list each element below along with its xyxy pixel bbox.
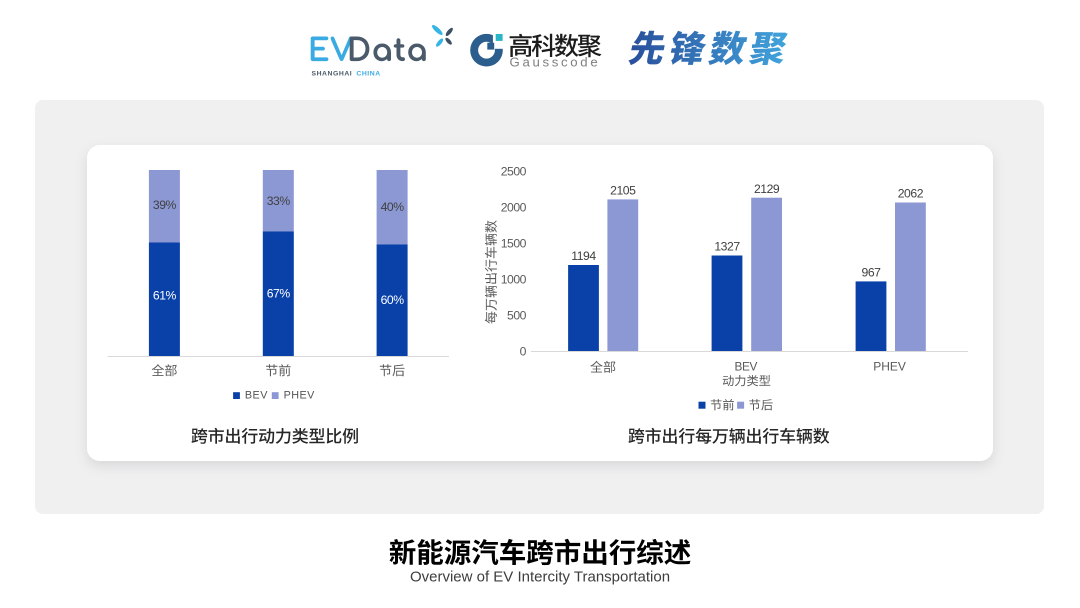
svg-text:2129: 2129 bbox=[754, 182, 780, 196]
svg-text:60%: 60% bbox=[381, 293, 405, 307]
svg-text:PHEV: PHEV bbox=[284, 390, 316, 402]
svg-text:1327: 1327 bbox=[714, 240, 740, 254]
svg-text:1194: 1194 bbox=[571, 249, 596, 263]
svg-text:61%: 61% bbox=[153, 289, 177, 303]
svg-text:39%: 39% bbox=[153, 198, 177, 212]
svg-text:2062: 2062 bbox=[898, 187, 924, 201]
svg-text:967: 967 bbox=[862, 266, 882, 280]
svg-text:BEV: BEV bbox=[735, 360, 758, 374]
svg-text:1500: 1500 bbox=[501, 237, 527, 251]
svg-text:BEV: BEV bbox=[245, 390, 268, 402]
svg-text:1000: 1000 bbox=[501, 273, 527, 287]
svg-text:2500: 2500 bbox=[501, 165, 527, 179]
svg-text:CHINA: CHINA bbox=[356, 70, 380, 77]
svg-text:40%: 40% bbox=[381, 200, 405, 214]
svg-text:500: 500 bbox=[507, 309, 527, 323]
svg-text:67%: 67% bbox=[267, 287, 291, 301]
svg-text:PHEV: PHEV bbox=[873, 360, 906, 374]
svg-text:SHANGHAI: SHANGHAI bbox=[312, 70, 353, 77]
svg-text:2000: 2000 bbox=[501, 201, 527, 215]
svg-text:Overview of EV Intercity Trans: Overview of EV Intercity Transportation bbox=[410, 569, 670, 586]
svg-text:33%: 33% bbox=[267, 194, 291, 208]
svg-text:Gausscode: Gausscode bbox=[510, 54, 601, 69]
svg-text:0: 0 bbox=[520, 345, 527, 359]
svg-text:2105: 2105 bbox=[610, 184, 636, 198]
